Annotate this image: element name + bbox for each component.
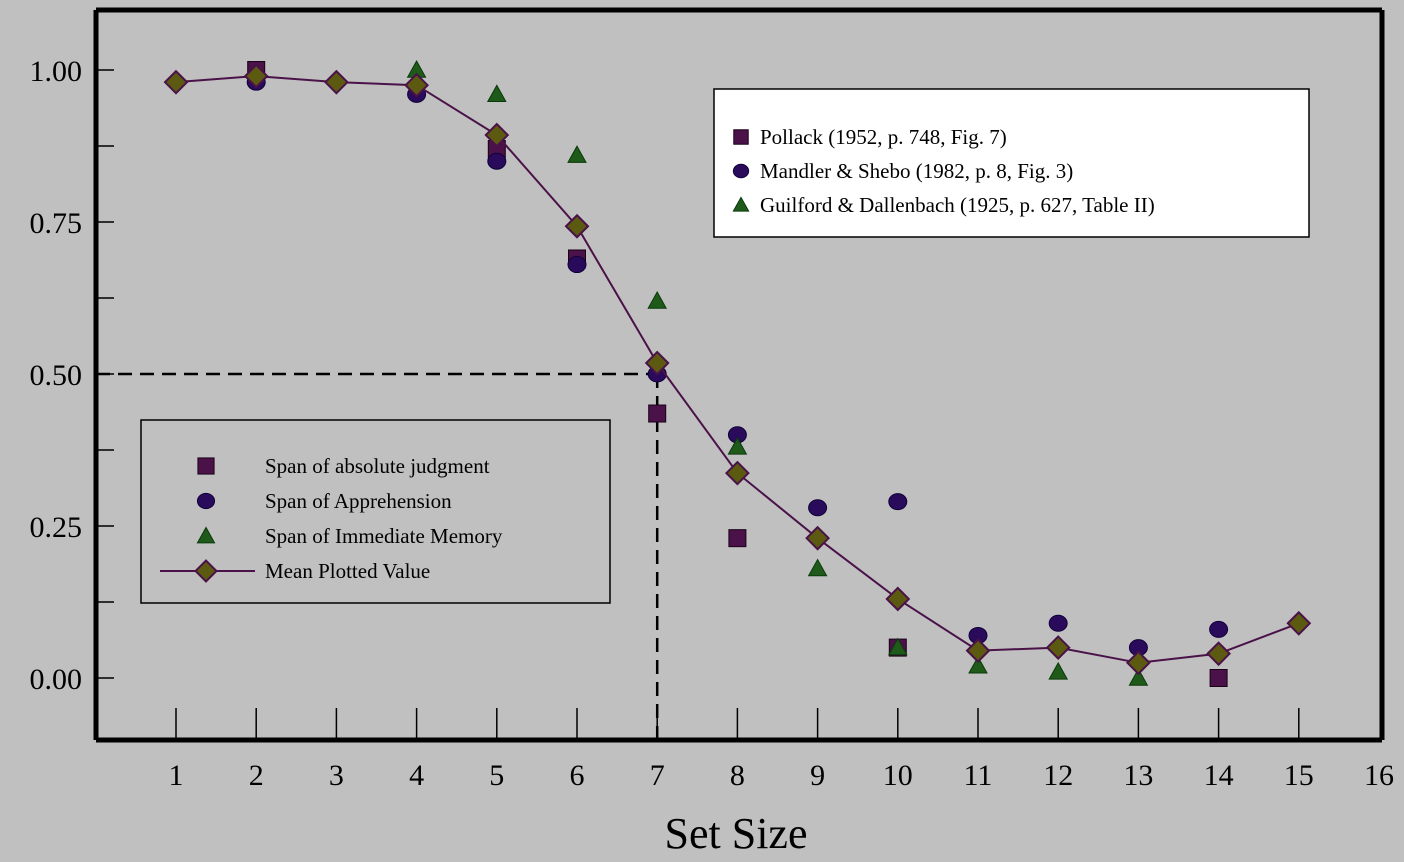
data-point-diamond (644, 350, 670, 376)
y-tick-label: 0.00 (30, 663, 83, 696)
data-point-triangle (727, 436, 748, 455)
data-point-diamond (404, 72, 430, 98)
series-layer (163, 59, 1312, 687)
data-point-circle (487, 152, 507, 170)
data-point-circle (1048, 614, 1068, 632)
x-tick-label: 2 (249, 759, 264, 792)
series-circle (246, 73, 1229, 657)
y-axis: 0.00 0.25 0.50 0.75 1.00 (30, 55, 114, 696)
data-point-diamond (163, 69, 189, 95)
x-tick-label: 8 (730, 759, 745, 792)
data-point-circle (1209, 620, 1229, 638)
data-point-diamond (1125, 650, 1151, 676)
x-tick-label: 12 (1043, 759, 1073, 792)
series-triangle (406, 59, 1149, 686)
data-point-circle (888, 493, 908, 511)
x-tick-label: 1 (169, 759, 184, 792)
legend-sources-label: Mandler & Shebo (1982, p. 8, Fig. 3) (760, 159, 1073, 183)
data-point-circle (732, 163, 750, 179)
data-point-diamond (965, 638, 991, 664)
x-tick-label: 16 (1364, 759, 1394, 792)
legend-sources: Pollack (1952, p. 748, Fig. 7) Mandler & … (713, 88, 1310, 238)
data-point-circle (196, 492, 216, 510)
x-tick-label: 15 (1284, 759, 1314, 792)
data-point-diamond (1286, 610, 1312, 636)
legend-series-label: Mean Plotted Value (265, 559, 430, 583)
data-point-circle (808, 499, 828, 517)
data-point-square (728, 529, 747, 548)
legend-series-label: Span of Apprehension (265, 489, 452, 513)
data-point-triangle (887, 637, 908, 656)
x-tick-label: 10 (883, 759, 913, 792)
series-line-diamond (163, 63, 1312, 676)
legend-series-box (140, 419, 611, 604)
data-point-triangle (486, 84, 507, 103)
legend-sources-box (713, 88, 1310, 238)
x-tick-label: 7 (650, 759, 665, 792)
data-point-square (648, 404, 667, 423)
x-tick-label: 4 (409, 759, 424, 792)
data-point-diamond (885, 586, 911, 612)
x-tick-label: 3 (329, 759, 344, 792)
data-point-triangle (807, 558, 828, 577)
data-point-diamond (1045, 635, 1071, 661)
data-point-triangle (567, 145, 587, 163)
x-tick-label: 14 (1204, 759, 1234, 792)
y-tick-label: 0.75 (30, 207, 83, 240)
x-tick-label: 5 (489, 759, 504, 792)
data-point-diamond (484, 122, 510, 148)
reference-lines (96, 372, 659, 740)
data-point-diamond (724, 460, 750, 486)
data-point-square (1209, 669, 1228, 687)
data-point-triangle (732, 196, 750, 212)
data-point-triangle (196, 526, 216, 544)
data-point-triangle (647, 291, 668, 309)
x-tick-label: 11 (964, 759, 993, 792)
legend-series-label: Span of Immediate Memory (265, 524, 503, 548)
data-point-square (733, 129, 749, 145)
data-point-triangle (1048, 661, 1069, 680)
y-tick-label: 0.25 (30, 511, 83, 544)
data-point-diamond (194, 559, 218, 583)
legend-series: Span of absolute judgment Span of Apprehe… (140, 419, 611, 604)
data-point-diamond (323, 69, 349, 95)
data-point-square (197, 457, 215, 475)
x-tick-label: 6 (570, 759, 585, 792)
x-tick-label: 9 (810, 759, 825, 792)
data-point-triangle (1128, 667, 1149, 686)
legend-sources-label: Pollack (1952, p. 748, Fig. 7) (760, 125, 1007, 149)
x-axis-label: Set Size (665, 809, 808, 858)
x-axis: 1 2 3 4 5 6 7 8 9 10 11 12 13 14 15 16 (169, 708, 1394, 792)
data-point-diamond (1206, 641, 1232, 667)
data-point-diamond (805, 525, 831, 551)
data-point-diamond (564, 213, 590, 239)
data-point-triangle (968, 655, 988, 674)
x-tick-label: 13 (1123, 759, 1153, 792)
legend-series-label: Span of absolute judgment (265, 454, 490, 478)
y-tick-label: 0.50 (30, 359, 83, 392)
data-point-circle (567, 256, 587, 274)
y-tick-label: 1.00 (30, 55, 83, 88)
legend-sources-label: Guilford & Dallenbach (1925, p. 627, Tab… (760, 193, 1155, 217)
data-point-diamond (243, 63, 269, 89)
